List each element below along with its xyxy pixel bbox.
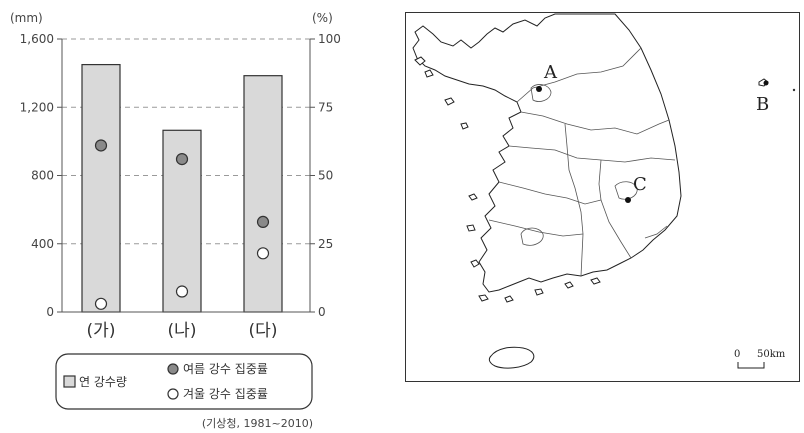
left-tick-label: 0 [46,305,54,319]
map-label-c: C [633,174,647,195]
province-borders [488,47,676,277]
legend-box [55,353,313,410]
left-axis-unit: (mm) [10,11,43,25]
winter-concentration-point [175,285,189,298]
axes [57,38,315,313]
jeju-island [488,346,535,369]
concentration-points [94,139,270,310]
legend-summer: 여름 강수 집중률 [183,362,268,376]
category-label: (다) [249,321,278,341]
legend-winter: 겨울 강수 집중률 [183,387,268,401]
legend-winter-swatch [167,388,179,400]
map-label-a: A [543,62,558,83]
left-tick-label: 1,200 [20,100,54,114]
scale-zero: 0 [734,349,740,360]
category-labels: (가) (나) (다) [87,321,278,341]
right-tick-label: 75 [318,100,333,114]
rainfall-chart: (mm) (%) 0 0 400 25 800 50 1,200 75 1,600 100 (가)… [10,11,341,430]
right-tick-label: 25 [318,237,333,251]
annual-rainfall-bar [81,63,121,313]
summer-concentration-point [256,215,270,229]
winter-concentration-point [256,247,270,260]
right-axis-unit: (%) [312,11,333,25]
legend: 연 강수량 여름 강수 집중률 겨울 강수 집중률 [55,353,313,410]
category-label: (나) [168,321,197,341]
korea-map: A B C 0 50km [405,12,800,382]
right-tick-label: 0 [318,305,326,319]
category-label: (가) [87,321,116,341]
korean-peninsula-outline [412,13,682,293]
legend-summer-swatch [167,363,179,375]
map-markers [536,80,769,203]
summer-concentration-point [175,153,189,166]
right-tick-label: 50 [318,169,333,183]
right-tick-label: 100 [318,32,341,46]
left-tick-label: 400 [31,237,54,251]
map-label-b: B [756,94,769,115]
annual-rainfall-bars [81,63,283,313]
left-tick-label: 800 [31,169,54,183]
left-tick-label: 1,600 [20,32,54,46]
scale-distance: 50km [757,349,786,360]
annual-rainfall-bar [243,75,283,313]
chart-source: (기상청, 1981~2010) [202,417,313,430]
legend-bar-swatch [63,375,76,388]
map-scale-bar: 0 50km [734,349,786,369]
winter-concentration-point [94,297,108,310]
summer-concentration-point [94,139,108,152]
legend-annual: 연 강수량 [79,375,127,389]
tick-labels: 0 0 400 25 800 50 1,200 75 1,600 100 [20,32,341,319]
